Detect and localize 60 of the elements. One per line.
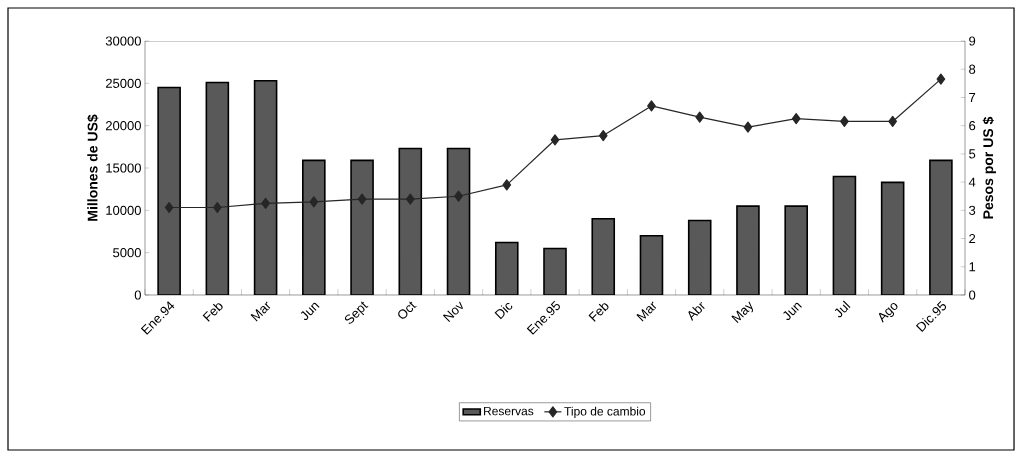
legend-label: Tipo de cambio <box>564 406 646 418</box>
x-tick-label: Oct <box>398 301 417 319</box>
x-tick-label: Mar <box>636 301 657 322</box>
y2-tick-label: 6 <box>969 121 976 131</box>
x-tick-label: Feb <box>588 303 609 322</box>
bar <box>880 181 905 295</box>
point <box>261 197 270 209</box>
y2-tick-label: 3 <box>969 205 976 215</box>
y2-tick-label: 4 <box>968 177 976 187</box>
bar <box>157 86 181 295</box>
bar <box>929 159 953 295</box>
y2-tick-label: 1 <box>969 262 976 272</box>
y2-axis-title: Pesos por US $ <box>982 116 996 219</box>
y-tick-label: 5000 <box>113 248 141 258</box>
y-tick-label: 25000 <box>105 78 141 88</box>
point <box>743 121 753 133</box>
x-tick-label: Jul <box>834 300 851 318</box>
x-tick-label: Jun <box>300 302 320 321</box>
bar <box>639 234 664 295</box>
x-tick-label: Dic <box>494 302 513 320</box>
point <box>598 129 608 142</box>
y2-tick-label: 2 <box>969 234 976 244</box>
bar <box>350 159 374 295</box>
legend-label: Reservas <box>484 406 534 416</box>
y-tick-label: 0 <box>134 290 141 300</box>
bar <box>302 159 326 295</box>
x-tick-label: Abr <box>688 301 705 321</box>
y2-tick-label: 5 <box>969 149 976 159</box>
point <box>164 201 174 214</box>
bar <box>205 81 230 295</box>
y2-tick-label: 7 <box>969 92 976 102</box>
bar <box>446 147 471 295</box>
y2-tick-label: 9 <box>969 36 976 46</box>
bar <box>398 147 423 295</box>
y-tick-label: 15000 <box>106 163 141 173</box>
y-tick-label: 10000 <box>106 205 141 215</box>
point <box>936 73 946 85</box>
y2-tick-label: 8 <box>969 64 976 74</box>
point <box>309 196 319 208</box>
x-tick-label: Ago <box>878 302 898 323</box>
x-tick-label: Mar <box>250 301 271 322</box>
point <box>888 115 898 128</box>
x-tick-label: May <box>731 301 754 323</box>
x-tick-label: Nov <box>442 301 463 322</box>
point <box>357 193 367 205</box>
y-axis-title: Millones de US$ <box>87 114 99 221</box>
point <box>550 134 560 146</box>
point <box>454 190 463 202</box>
point <box>502 179 512 191</box>
point <box>405 193 415 205</box>
point <box>647 100 656 112</box>
bar <box>832 175 857 295</box>
y-tick-label: 30000 <box>105 36 141 46</box>
x-tick-label: Feb <box>202 303 223 322</box>
point <box>791 113 801 125</box>
y-tick-label: 20000 <box>105 121 141 131</box>
point <box>695 111 705 123</box>
x-tick-label: Jun <box>783 302 802 321</box>
y2-tick-label: 0 <box>969 290 976 300</box>
bar <box>253 79 278 295</box>
